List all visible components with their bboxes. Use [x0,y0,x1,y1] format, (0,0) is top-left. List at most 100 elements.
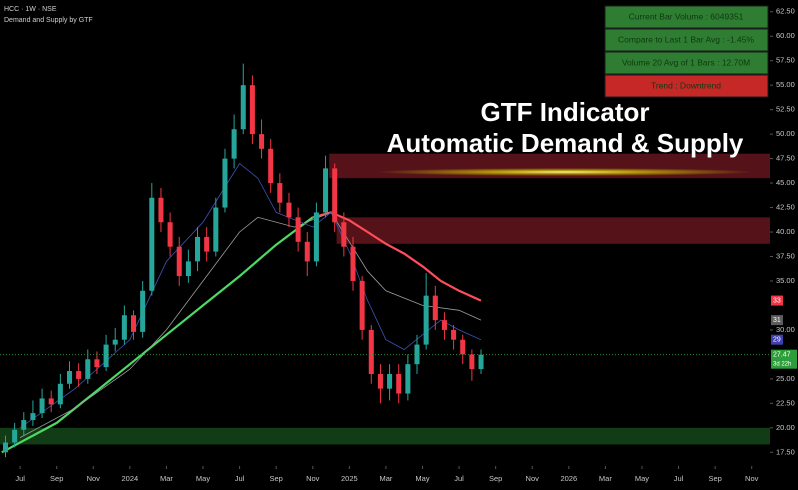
table-text: Volume 20 Avg of 1 Bars : 12.70M [622,57,750,67]
y-tick-label: 40.00 [776,227,795,236]
table-text: Current Bar Volume : 6049351 [629,11,744,21]
y-tick-label: 50.00 [776,129,795,138]
price-tag [771,315,783,326]
x-tick-label: 2024 [122,474,139,483]
candle-body [39,398,45,414]
indicator-name: Demand and Supply by GTF [4,17,93,24]
candle-body [469,354,475,370]
x-tick-label: Sep [708,474,721,483]
candle-body [66,371,73,384]
zone [336,217,770,244]
plot-area [0,63,770,458]
x-tick-label: 2025 [341,474,358,483]
candle-body [204,236,210,252]
candle-body [350,246,356,281]
candle-body [259,134,265,149]
y-tick-label: 60.00 [776,31,795,40]
x-tick-label: Sep [269,474,282,483]
x-tick-label: Jul [235,474,245,483]
price-tag-label: 33 [773,297,781,304]
table-cell [604,5,769,29]
overlay-subtitle: Automatic Demand & Supply [387,128,744,158]
y-tick-label: 20.00 [776,423,795,432]
x-tick-label: Jul [674,474,684,483]
candle-body [341,222,347,247]
candle-body [286,202,292,218]
candle-body [368,329,374,374]
y-tick-label: 25.00 [776,374,795,383]
x-tick-label: Nov [87,474,101,483]
candle-body [140,290,146,332]
candle-body [277,183,283,203]
moving-average [19,211,482,438]
y-tick-label: 47.50 [776,154,795,163]
candle-body [332,168,338,223]
x-tick-label: Mar [160,474,173,483]
y-tick-label: 17.50 [776,447,795,456]
candle-body [12,429,18,443]
price-tag [771,349,797,369]
table-cell [604,51,769,75]
price-tag-label: 29 [773,337,781,344]
table-text: Compare to Last 1 Bar Avg : -1.45% [618,34,754,44]
moving-average [1,216,314,454]
candle-body [295,217,301,242]
candle-body [405,364,411,394]
table-text: Trend : Downtrend [651,80,721,90]
countdown: 3d 22h [773,361,791,367]
y-tick-label: 57.50 [776,56,795,65]
candle-body [103,344,109,368]
table-cell [604,28,769,52]
candle-body [30,413,36,420]
candle-body [377,373,383,389]
candle-body [149,197,155,291]
candle-body [478,354,484,370]
price-axis [770,0,798,466]
x-tick-label: Jul [454,474,464,483]
candle-body [94,359,100,368]
y-tick-label: 37.50 [776,251,795,260]
y-tick-label: 55.00 [776,80,795,89]
y-tick-label: 42.50 [776,203,795,212]
y-tick-label: 62.50 [776,7,795,16]
table-cell [604,74,769,98]
candle-body [158,197,164,223]
candle-body [240,85,246,130]
candle-body [2,442,9,453]
price-tag [771,334,783,345]
y-tick-label: 30.00 [776,325,795,334]
symbol: HCC · 1W · NSE [4,6,57,13]
candle-body [21,419,27,430]
candle-body [231,129,237,159]
overlay-title: GTF Indicator [481,97,650,127]
y-tick-label: 52.50 [776,105,795,114]
x-tick-label: May [635,474,649,483]
candle-body [396,373,402,394]
candle-body [387,373,393,389]
candle-body [304,241,310,262]
moving-average [312,211,482,302]
candle-body [57,383,63,405]
candle-body [131,315,137,332]
x-tick-label: Sep [489,474,502,483]
candle-body [451,329,457,340]
candle-body [432,295,438,321]
x-tick-label: May [196,474,210,483]
candle-body [195,236,201,262]
candle-body [323,168,329,213]
title-glow [375,168,755,176]
price-tag-label: 31 [773,317,781,324]
x-tick-label: Mar [379,474,392,483]
candle-body [359,280,365,330]
candle-body [76,371,82,379]
x-tick-label: May [415,474,429,483]
x-tick-label: Jul [15,474,25,483]
x-tick-label: Nov [306,474,320,483]
x-tick-label: Nov [526,474,540,483]
candle-body [213,207,219,252]
candle-body [176,246,182,277]
candle-body [185,261,191,277]
candle-body [48,398,54,405]
x-tick-label: Mar [599,474,612,483]
